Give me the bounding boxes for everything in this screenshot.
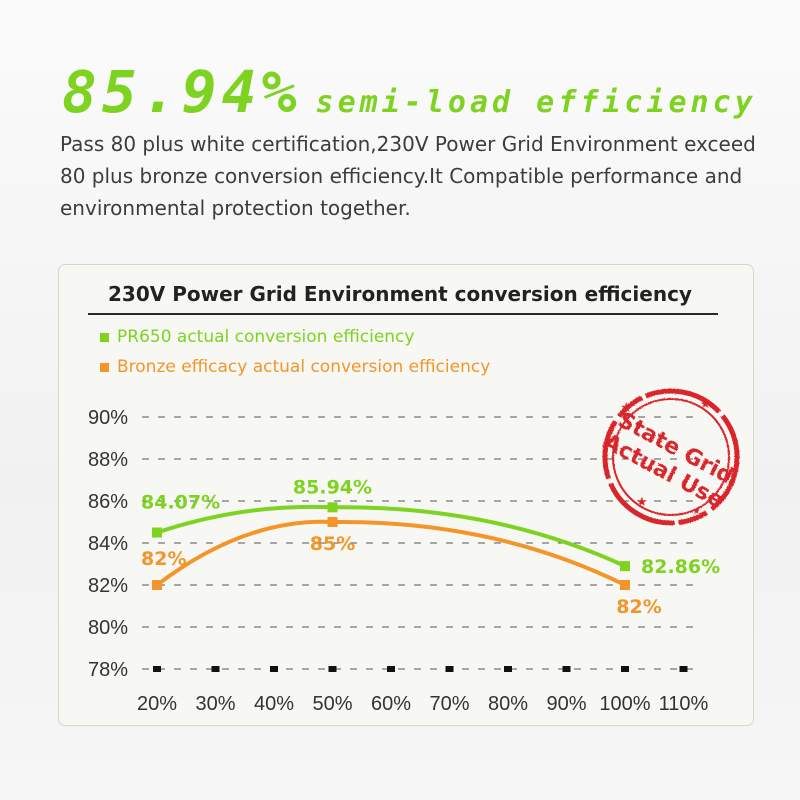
bronze-data-label: 85% (310, 533, 355, 555)
pr650-line (155, 504, 627, 569)
x-axis-marker (270, 666, 278, 672)
legend-label-bronze: Bronze efficacy actual conversion effici… (117, 357, 491, 377)
intro-line-1: Pass 80 plus white certification,230V Po… (60, 132, 756, 156)
y-tick-label: 78% (88, 659, 128, 681)
y-tick-label: 84% (88, 533, 128, 555)
legend-label-pr650: PR650 actual conversion efficiency (117, 327, 415, 347)
x-axis-marker (562, 666, 571, 672)
x-tick-label: 30% (195, 693, 235, 715)
x-tick-label: 60% (371, 693, 411, 715)
x-tick-label: 90% (546, 693, 586, 715)
pr650-point (327, 502, 338, 513)
pr650-point (152, 527, 162, 538)
stamp-star-icon: ★ (692, 506, 701, 517)
legend-swatch-pr650 (100, 332, 109, 342)
x-axis-marker (387, 666, 395, 672)
x-tick-label: 110% (659, 693, 709, 715)
legend-swatch-bronze (100, 362, 109, 372)
stamp-star-icon: ★ (620, 400, 633, 416)
legend-item-bronze: Bronze efficacy actual conversion effici… (100, 357, 490, 377)
y-tick-label: 86% (88, 491, 128, 513)
intro-line-2: 80 plus bronze conversion efficiency.It … (60, 164, 743, 188)
legend-item-pr650: PR650 actual conversion efficiency (100, 327, 414, 347)
x-tick-label: 70% (429, 693, 469, 715)
y-tick-label: 80% (88, 617, 128, 639)
x-tick-label: 100% (599, 693, 650, 715)
bronze-point (152, 580, 162, 590)
intro-text: Pass 80 plus white certification,230V Po… (60, 128, 760, 224)
pr650-data-label: 85.94% (293, 476, 372, 498)
y-tick-label: 90% (88, 407, 128, 429)
x-axis-marker (211, 666, 220, 672)
stamp-star-icon: ★ (700, 397, 711, 411)
x-axis-marker (445, 666, 454, 672)
bronze-data-label: 82% (616, 596, 661, 618)
stamp-star-icon: ★ (636, 495, 648, 510)
x-axis-marker (153, 666, 161, 672)
title-divider (88, 313, 718, 315)
x-tick-label: 20% (137, 693, 177, 715)
x-tick-label: 40% (254, 693, 294, 715)
x-tick-label: 50% (312, 693, 352, 715)
x-axis-marker (504, 666, 512, 672)
pr650-data-label: 84.07% (141, 492, 220, 514)
x-tick-label: 80% (488, 693, 528, 715)
y-tick-label: 88% (88, 449, 128, 471)
headline: 85.94% semi-load efficiency (62, 58, 757, 126)
bronze-point (327, 517, 338, 527)
intro-line-3: environmental protection together. (60, 196, 411, 220)
y-tick-label: 82% (88, 575, 128, 597)
headline-value: 85.94% (62, 58, 302, 126)
bronze-line (155, 519, 627, 587)
x-axis-marker (621, 666, 629, 672)
bronze-data-label: 82% (141, 548, 186, 570)
pr650-point (620, 561, 630, 572)
pr650-data-label: 82.86% (641, 556, 720, 578)
state-grid-stamp: ★ ★ ★ ★ State Grid Actual Use (599, 388, 740, 526)
bronze-point (620, 580, 630, 590)
chart-card (58, 264, 754, 726)
headline-label: semi-load efficiency (315, 85, 757, 120)
x-axis-marker (328, 666, 337, 672)
x-axis-marker (679, 666, 688, 672)
chart-title: 230V Power Grid Environment conversion e… (108, 282, 692, 306)
